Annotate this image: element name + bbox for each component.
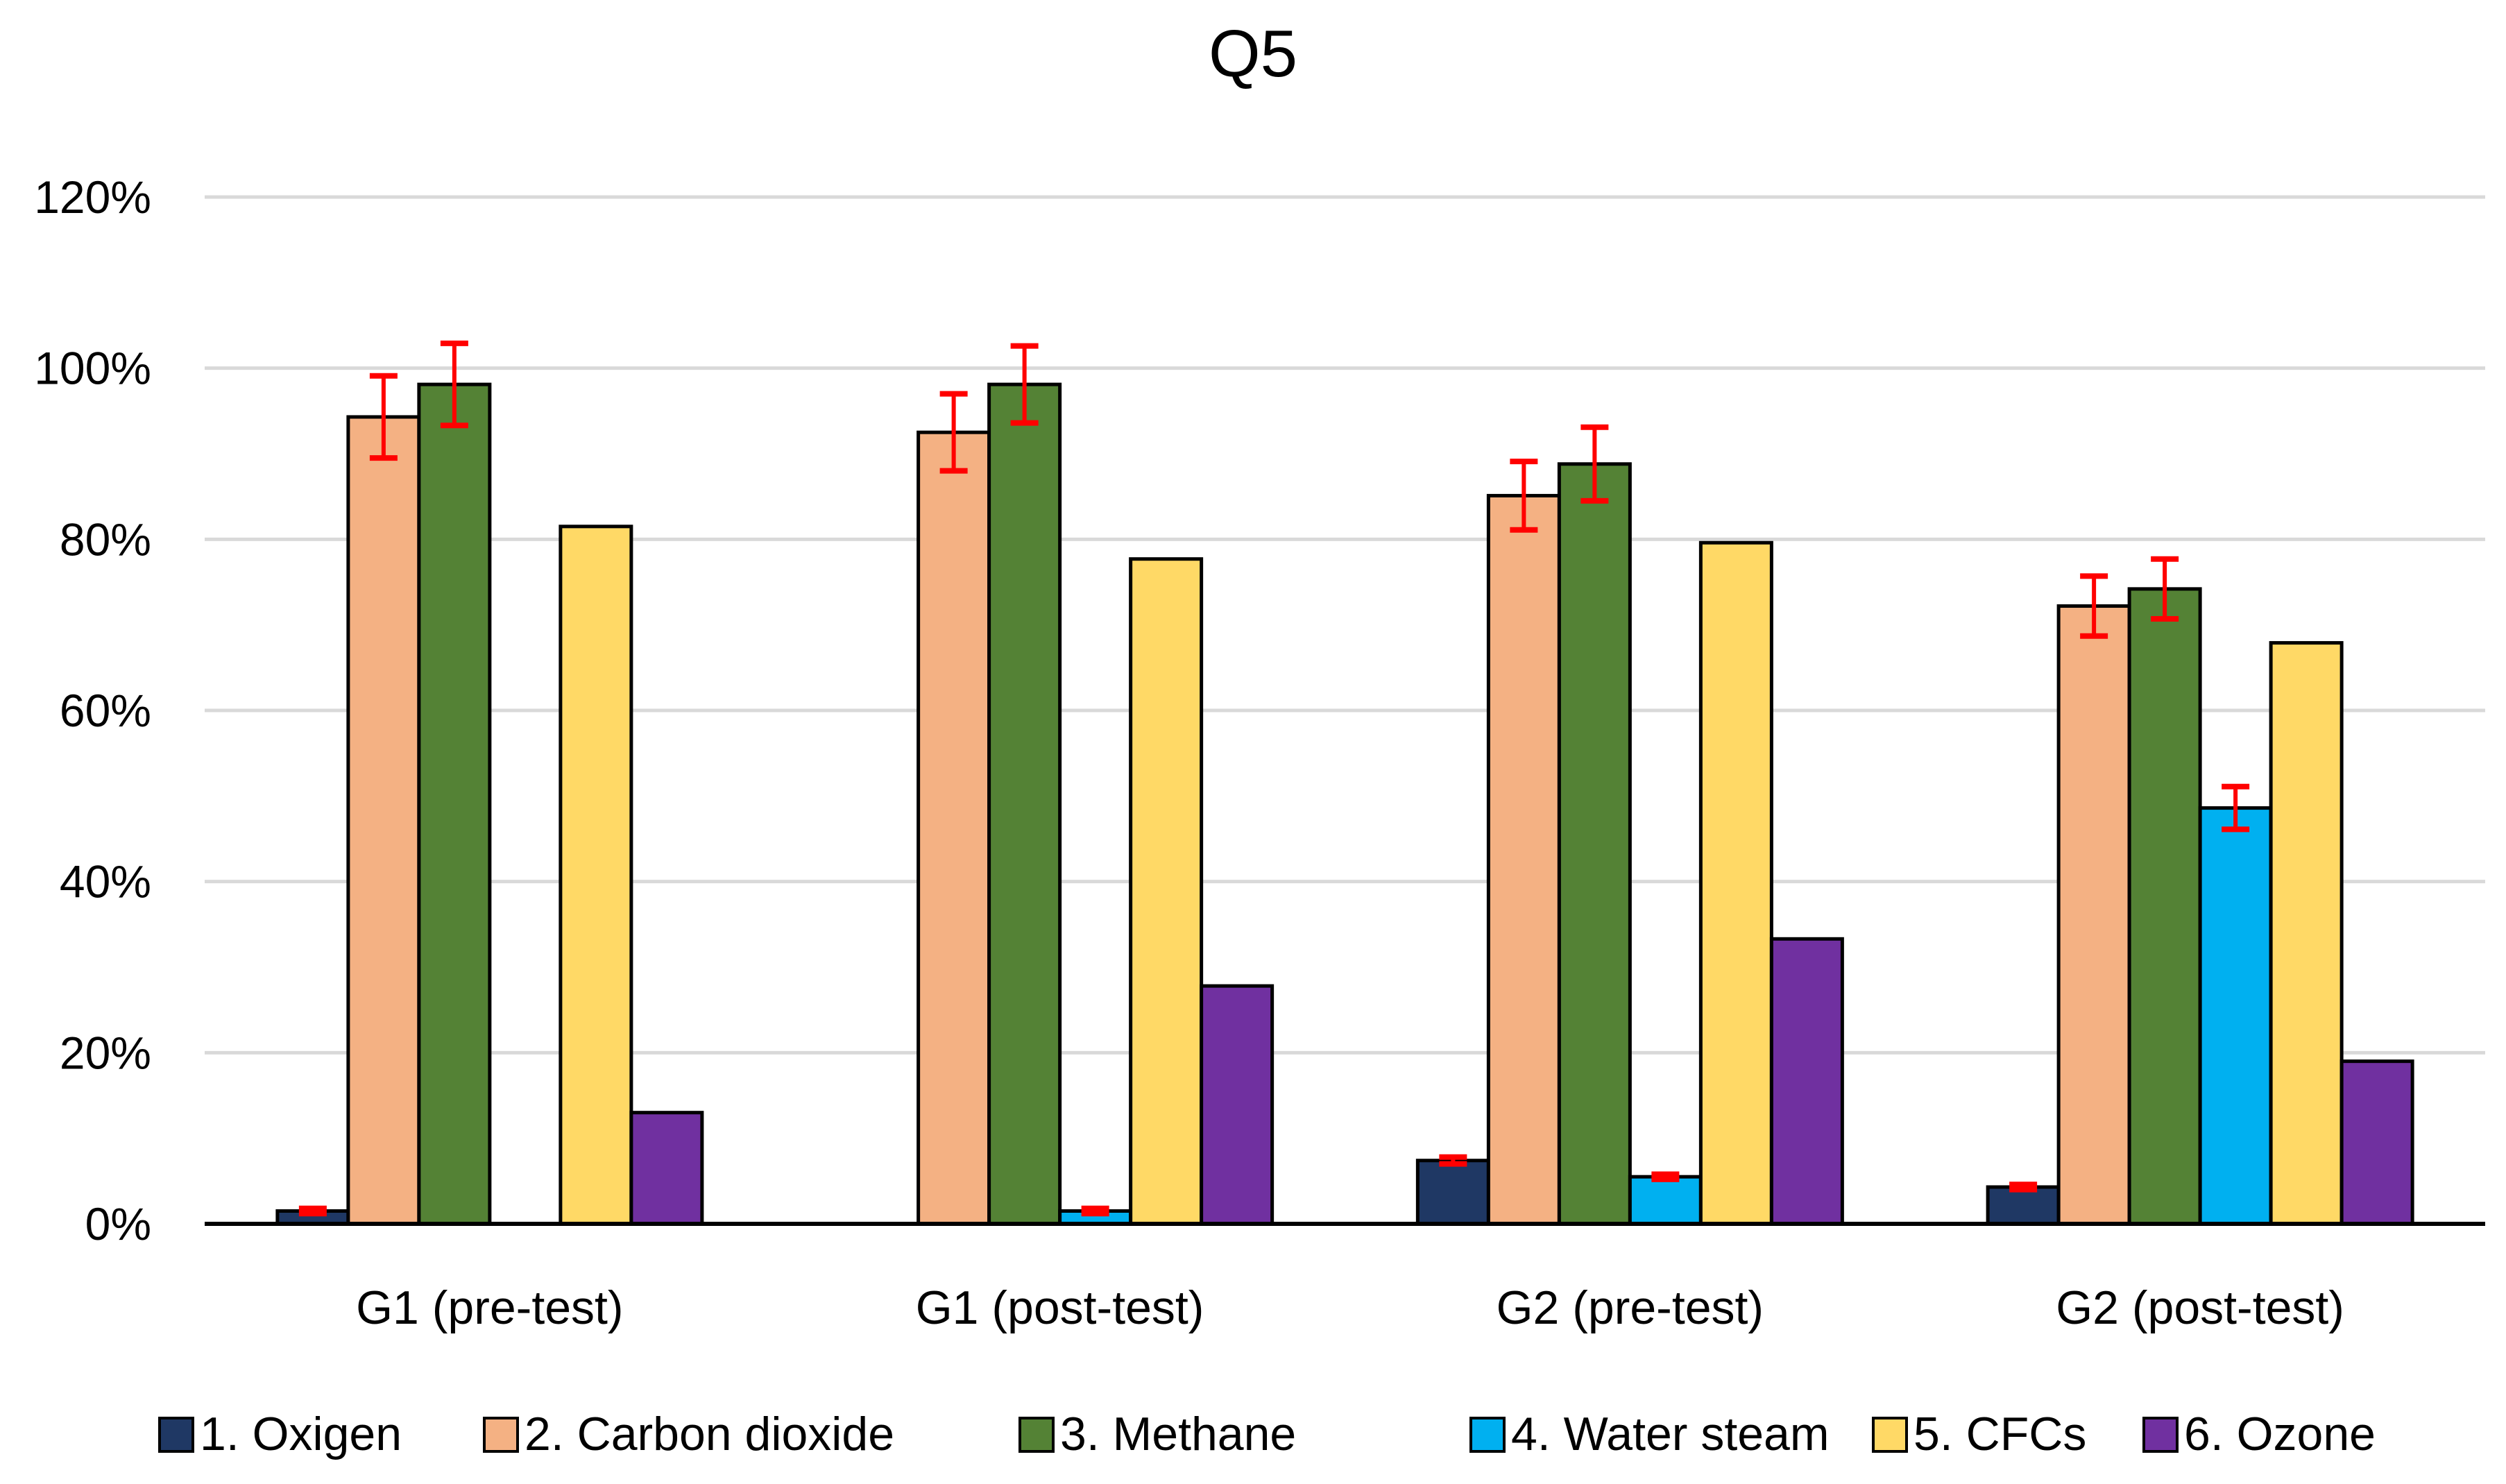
bar-6-3 <box>1769 937 1844 1226</box>
legend-swatch <box>158 1417 194 1453</box>
bar-2-4 <box>2056 604 2131 1226</box>
legend-item: 5. CFCs <box>1872 1408 2086 1460</box>
legend-swatch <box>483 1417 519 1453</box>
error-bar-3-1 <box>440 340 468 429</box>
bar-3-4 <box>2127 587 2202 1226</box>
legend: 1. Oxigen 2. Carbon dioxide 3. Methane 4. W… <box>158 1408 2376 1460</box>
category-label: G1 (pre-test) <box>356 1281 623 1334</box>
legend-label: 6. Ozone <box>2184 1408 2376 1460</box>
y-tick-label: 60% <box>60 685 151 736</box>
error-bar-3-3 <box>1580 424 1609 504</box>
bar-4-4 <box>2198 806 2273 1226</box>
error-bar-2-1 <box>369 373 398 461</box>
error-bar-1-1 <box>298 1205 327 1217</box>
bar-5-3 <box>1698 540 1773 1226</box>
legend-swatch <box>2142 1417 2179 1453</box>
legend-label: 1. Oxigen <box>200 1408 402 1460</box>
bar-6-2 <box>1200 984 1275 1226</box>
bar-2-1 <box>346 415 421 1226</box>
category-label: G2 (post-test) <box>2056 1281 2344 1334</box>
x-axis-categories: G1 (pre-test) G1 (post-test) G2 (pre-test)… <box>356 1281 2344 1334</box>
y-axis-ticks: 0% 20% 40% 60% 80% 100% 120% <box>34 171 151 1250</box>
y-tick-label: 100% <box>34 343 151 394</box>
bars <box>275 382 2414 1226</box>
error-bar-4-3 <box>1651 1171 1680 1182</box>
bar-2-3 <box>1486 493 1561 1226</box>
error-bars <box>298 340 2250 1217</box>
error-bar-2-3 <box>1510 459 1538 533</box>
legend-label: 4. Water steam <box>1511 1408 1830 1460</box>
error-bar-2-2 <box>939 391 968 474</box>
legend-item: 1. Oxigen <box>158 1408 402 1460</box>
chart-title: Q5 <box>1209 17 1297 91</box>
legend-swatch <box>1469 1417 1506 1453</box>
legend-swatch <box>1018 1417 1055 1453</box>
error-bar-3-2 <box>1010 343 1039 426</box>
legend-label: 2. Carbon dioxide <box>525 1408 894 1460</box>
error-bar-4-2 <box>1081 1205 1109 1217</box>
legend-label: 5. CFCs <box>1913 1408 2086 1460</box>
legend-item: 2. Carbon dioxide <box>483 1408 894 1460</box>
error-bar-3-4 <box>2151 556 2179 622</box>
bar-3-2 <box>987 382 1062 1226</box>
error-bar-1-4 <box>2009 1182 2038 1193</box>
bar-1-3 <box>1415 1159 1490 1226</box>
bar-2-2 <box>917 430 991 1226</box>
legend-swatch <box>1872 1417 1908 1453</box>
error-bar-4-4 <box>2222 783 2250 833</box>
y-tick-label: 120% <box>34 171 151 223</box>
bar-5-4 <box>2269 641 2344 1226</box>
error-bar-2-4 <box>2080 573 2108 639</box>
y-tick-label: 0% <box>85 1198 151 1250</box>
category-label: G1 (post-test) <box>916 1281 1204 1334</box>
y-tick-label: 20% <box>60 1027 151 1078</box>
legend-label: 3. Methane <box>1060 1408 1296 1460</box>
bar-5-2 <box>1129 557 1204 1226</box>
bar-5-1 <box>559 524 633 1226</box>
bar-6-1 <box>629 1111 704 1226</box>
bar-3-3 <box>1557 462 1632 1226</box>
category-label: G2 (pre-test) <box>1497 1281 1764 1334</box>
y-tick-label: 40% <box>60 856 151 907</box>
bar-3-1 <box>417 382 492 1226</box>
bar-4-3 <box>1628 1175 1703 1226</box>
error-bar-1-3 <box>1439 1154 1467 1167</box>
legend-item: 3. Methane <box>1018 1408 1296 1460</box>
legend-item: 4. Water steam <box>1469 1408 1830 1460</box>
bar-6-4 <box>2339 1059 2414 1226</box>
y-tick-label: 80% <box>60 513 151 565</box>
bar-1-4 <box>1986 1185 2061 1226</box>
legend-item: 6. Ozone <box>2142 1408 2376 1460</box>
